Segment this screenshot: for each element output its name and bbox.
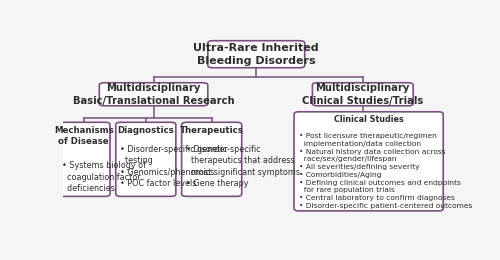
Text: Multidisciplinary
Basic/Translational Research: Multidisciplinary Basic/Translational Re… bbox=[73, 83, 234, 106]
Text: Multidisciplinary
Clinical Studies/Trials: Multidisciplinary Clinical Studies/Trial… bbox=[302, 83, 424, 106]
Text: • Disorder-specific genetic
  testing
• Genomics/phenomics
• POC factor levels: • Disorder-specific genetic testing • Ge… bbox=[120, 145, 228, 188]
Text: Therapeutics: Therapeutics bbox=[180, 126, 244, 135]
FancyBboxPatch shape bbox=[208, 41, 304, 68]
FancyBboxPatch shape bbox=[294, 112, 443, 211]
Text: Ultra-Rare Inherited
Bleeding Disorders: Ultra-Rare Inherited Bleeding Disorders bbox=[194, 43, 319, 66]
Text: • Disorder-specific
  therapeutics that address
  most significant symptoms
• Ge: • Disorder-specific therapeutics that ad… bbox=[186, 145, 300, 188]
FancyBboxPatch shape bbox=[182, 122, 242, 196]
Text: • Systems biology of
  coagulation factor
  deficiencies: • Systems biology of coagulation factor … bbox=[62, 161, 146, 193]
Text: Mechanisms
of Disease: Mechanisms of Disease bbox=[54, 126, 114, 146]
FancyBboxPatch shape bbox=[58, 122, 110, 196]
Text: Diagnostics: Diagnostics bbox=[118, 126, 174, 135]
FancyBboxPatch shape bbox=[100, 83, 208, 106]
FancyBboxPatch shape bbox=[312, 83, 413, 106]
FancyBboxPatch shape bbox=[116, 122, 176, 196]
Text: Clinical Studies: Clinical Studies bbox=[334, 115, 404, 124]
Text: • Post licensure therapeutic/regimen
  implementation/data collection
• Natural : • Post licensure therapeutic/regimen imp… bbox=[298, 133, 472, 209]
